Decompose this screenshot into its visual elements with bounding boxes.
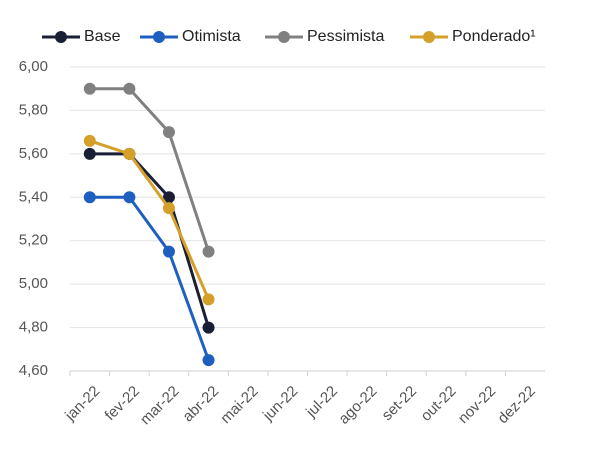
x-tick-label: mar-22 [137,383,183,429]
point [123,191,136,204]
x-tick-label: set-22 [379,383,421,425]
x-tick-label: fev-22 [102,383,144,425]
series-line [89,87,210,253]
series-line [89,139,210,300]
x-tick-label: dez-22 [494,383,538,427]
y-tick-label: 4,60 [19,362,48,379]
x-tick-label: jun-22 [259,383,301,425]
point [83,134,96,147]
x-tick-label: out-22 [418,383,460,425]
point [162,245,175,258]
legend-label: Ponderado¹ [452,28,536,45]
series-line [89,152,210,329]
point [83,147,96,160]
x-tick-label: abr-22 [179,383,222,426]
legend-marker [55,31,67,43]
y-tick-label: 5,20 [19,232,48,249]
x-tick-label: mai-22 [217,383,261,427]
legend-marker [153,31,165,43]
legend-marker [423,31,435,43]
point [202,354,215,367]
point [162,202,175,215]
x-tick-label: nov-22 [455,383,499,427]
legend-label: Base [84,28,121,45]
legend-label: Pessimista [307,28,384,45]
legend-marker [278,31,290,43]
series-line [89,195,210,361]
point [123,147,136,160]
y-tick-label: 5,00 [19,275,48,292]
legend-label: Otimista [182,28,241,45]
x-tick-label: jan-22 [61,383,103,425]
point [162,126,175,139]
point [202,245,215,258]
legend: Base Otimista Pessimista Ponderado¹ [42,28,536,45]
point [162,191,175,204]
point [202,321,215,334]
x-tick-label: ago-22 [335,383,380,428]
y-tick-label: 5,80 [19,101,48,118]
y-tick-label: 5,60 [19,145,48,162]
y-tick-label: 5,40 [19,188,48,205]
y-tick-label: 6,00 [19,58,48,75]
point [83,191,96,204]
point [83,82,96,95]
point [202,293,215,306]
point [123,82,136,95]
y-tick-label: 4,80 [19,319,48,336]
